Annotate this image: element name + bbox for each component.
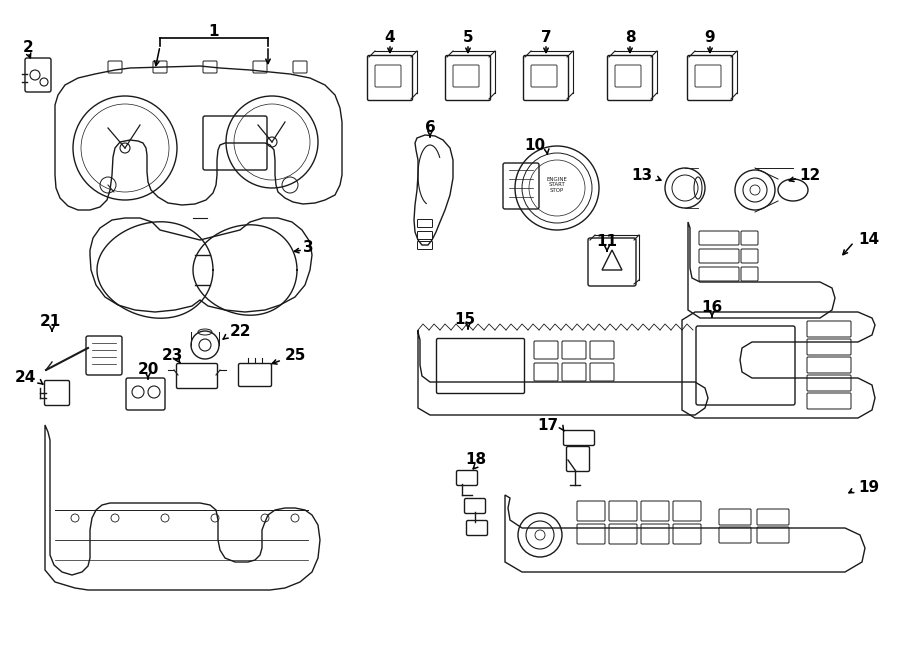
Text: 15: 15 bbox=[454, 312, 475, 328]
Text: 25: 25 bbox=[285, 348, 306, 363]
Text: 1: 1 bbox=[209, 24, 220, 40]
Text: 3: 3 bbox=[302, 240, 313, 256]
Text: 13: 13 bbox=[631, 167, 652, 183]
Text: 19: 19 bbox=[858, 481, 879, 495]
Text: 4: 4 bbox=[384, 30, 395, 46]
Text: 24: 24 bbox=[14, 371, 36, 385]
Text: 22: 22 bbox=[230, 324, 251, 340]
Text: 9: 9 bbox=[705, 30, 716, 46]
Text: 21: 21 bbox=[40, 314, 60, 330]
Text: 8: 8 bbox=[625, 30, 635, 46]
Text: 12: 12 bbox=[799, 167, 821, 183]
Text: 23: 23 bbox=[161, 348, 183, 363]
Text: 20: 20 bbox=[138, 363, 158, 377]
Text: 2: 2 bbox=[22, 40, 33, 54]
Text: ENGINE
START
STOP: ENGINE START STOP bbox=[546, 177, 567, 193]
Text: 6: 6 bbox=[425, 120, 436, 136]
Text: 16: 16 bbox=[701, 301, 723, 316]
Text: 18: 18 bbox=[465, 453, 487, 467]
Text: 7: 7 bbox=[541, 30, 552, 46]
Text: 10: 10 bbox=[525, 138, 545, 152]
Text: 14: 14 bbox=[858, 232, 879, 248]
Text: 11: 11 bbox=[597, 234, 617, 250]
Text: 17: 17 bbox=[537, 418, 558, 432]
Text: 5: 5 bbox=[463, 30, 473, 46]
